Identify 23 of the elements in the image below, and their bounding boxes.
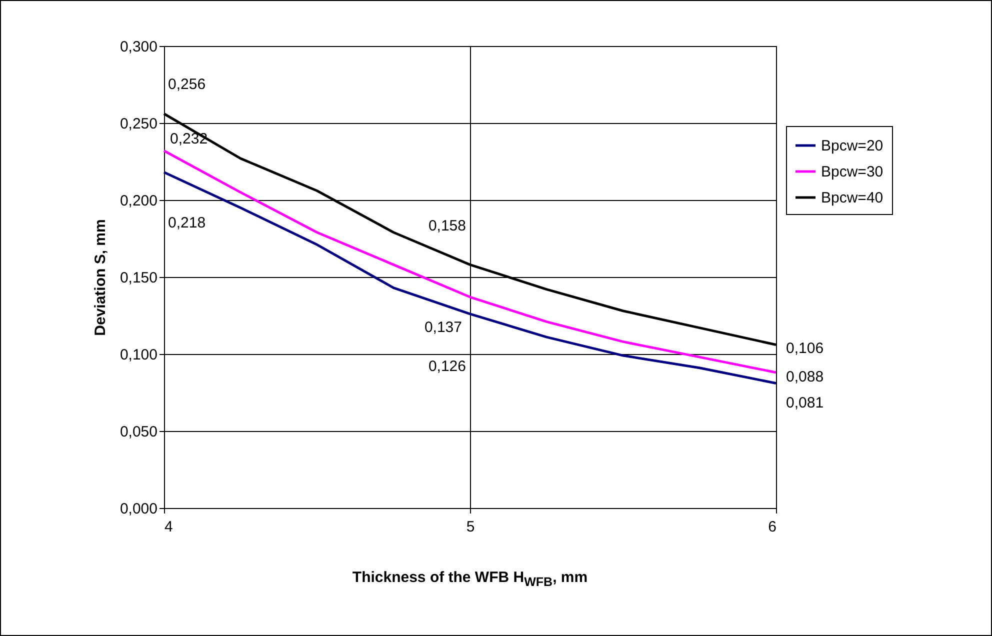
y-tick-label: 0,250 <box>120 116 158 132</box>
x-tick-label: 4 <box>164 518 173 536</box>
data-label: 0,218 <box>168 214 206 232</box>
data-label: 0,158 <box>428 218 466 235</box>
data-label: 0,106 <box>786 340 824 357</box>
data-label: 0,088 <box>786 368 824 386</box>
data-label: 0,081 <box>786 394 824 412</box>
x-tick-label: 5 <box>466 518 475 536</box>
legend-label: Bpcw=30 <box>821 164 884 180</box>
y-tick-label: 0,100 <box>120 346 158 364</box>
legend-label: Bpcw=20 <box>821 138 884 154</box>
y-tick-label: 0,300 <box>120 38 158 56</box>
y-tick-label: 0,150 <box>120 270 158 286</box>
data-label: 0,137 <box>424 319 462 336</box>
legend-label: Bpcw=40 <box>821 190 884 206</box>
y-tick-label: 0,050 <box>120 424 158 440</box>
x-axis-title: Thickness of the WFB H$_{WFB}$, mm <box>351 569 589 589</box>
y-tick-label: 0,200 <box>120 192 158 210</box>
x-tick-label: 6 <box>768 518 776 536</box>
data-label: 0,256 <box>168 76 206 93</box>
y-axis-title: Deviation S, mm <box>92 219 109 336</box>
data-label: 0,126 <box>428 358 466 375</box>
y-tick-label: 0,000 <box>120 500 158 518</box>
